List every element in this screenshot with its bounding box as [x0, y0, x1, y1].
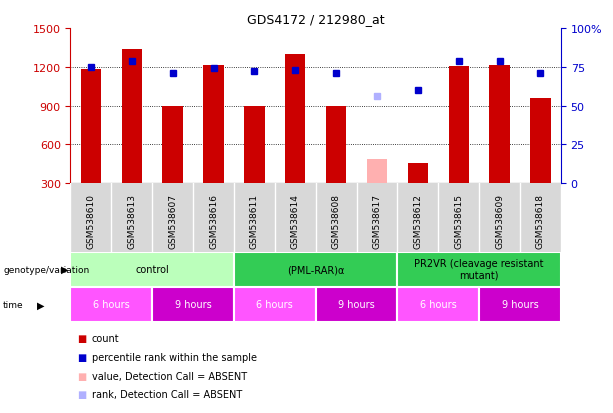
Text: GSM538607: GSM538607 [168, 194, 177, 249]
Bar [285, 55, 305, 184]
Text: GSM538613: GSM538613 [128, 194, 136, 249]
Text: 9 hours: 9 hours [175, 299, 211, 310]
Text: rank, Detection Call = ABSENT: rank, Detection Call = ABSENT [92, 389, 242, 399]
Text: 9 hours: 9 hours [338, 299, 375, 310]
Bar [449, 67, 469, 184]
Text: ■: ■ [77, 389, 86, 399]
Text: PR2VR (cleavage resistant
mutant): PR2VR (cleavage resistant mutant) [414, 259, 544, 280]
Text: 6 hours: 6 hours [93, 299, 130, 310]
Text: ■: ■ [77, 334, 86, 344]
Text: GSM538611: GSM538611 [250, 194, 259, 249]
Text: 6 hours: 6 hours [256, 299, 293, 310]
Text: control: control [135, 264, 169, 275]
Text: GSM538616: GSM538616 [209, 194, 218, 249]
Text: GSM538609: GSM538609 [495, 194, 504, 249]
Text: ▶: ▶ [61, 264, 69, 275]
Text: (PML-RAR)α: (PML-RAR)α [287, 264, 345, 275]
Text: value, Detection Call = ABSENT: value, Detection Call = ABSENT [92, 371, 247, 381]
Bar [479, 287, 561, 322]
Bar [408, 163, 428, 184]
Text: GSM538610: GSM538610 [86, 194, 96, 249]
Text: GSM538615: GSM538615 [454, 194, 463, 249]
Text: 9 hours: 9 hours [501, 299, 538, 310]
Bar [204, 66, 224, 184]
Text: ■: ■ [77, 371, 86, 381]
Bar [70, 287, 152, 322]
Bar [326, 107, 346, 184]
Text: GSM538617: GSM538617 [373, 194, 381, 249]
Text: GSM538618: GSM538618 [536, 194, 545, 249]
Text: ▶: ▶ [37, 299, 44, 310]
Text: count: count [92, 334, 120, 344]
Bar [162, 107, 183, 184]
Bar [316, 287, 397, 322]
Bar [121, 50, 142, 184]
Bar [397, 287, 479, 322]
Bar [81, 69, 101, 184]
Bar [234, 252, 397, 287]
Text: GSM538612: GSM538612 [413, 194, 422, 249]
Bar [244, 107, 265, 184]
Bar [152, 287, 234, 322]
Bar [397, 252, 561, 287]
Text: 6 hours: 6 hours [420, 299, 457, 310]
Bar [367, 159, 387, 184]
Bar [234, 287, 316, 322]
Text: GSM538614: GSM538614 [291, 194, 300, 249]
Text: time: time [3, 300, 24, 309]
Bar [489, 66, 510, 184]
Bar [70, 252, 234, 287]
Text: GSM538608: GSM538608 [332, 194, 341, 249]
Bar [530, 99, 550, 184]
Text: ■: ■ [77, 352, 86, 362]
Title: GDS4172 / 212980_at: GDS4172 / 212980_at [247, 13, 384, 26]
Text: percentile rank within the sample: percentile rank within the sample [92, 352, 257, 362]
Text: genotype/variation: genotype/variation [3, 265, 89, 274]
